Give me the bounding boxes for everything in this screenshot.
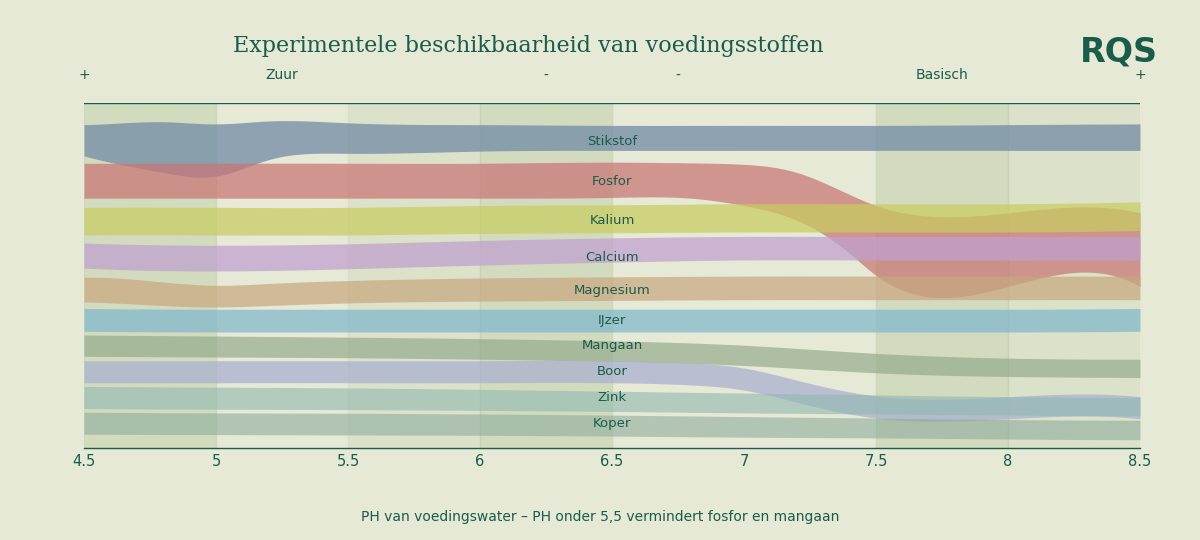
Text: +: + xyxy=(78,69,90,83)
Text: Fosfor: Fosfor xyxy=(592,175,632,188)
Text: Zuur: Zuur xyxy=(265,69,299,83)
Text: Mangaan: Mangaan xyxy=(581,340,643,353)
Bar xyxy=(348,103,480,448)
Text: Koper: Koper xyxy=(593,417,631,430)
Text: PH van voedingswater – PH onder 5,5 vermindert fosfor en mangaan: PH van voedingswater – PH onder 5,5 verm… xyxy=(361,510,839,524)
Text: Basisch: Basisch xyxy=(916,69,968,83)
Text: Boor: Boor xyxy=(596,365,628,378)
Text: Magnesium: Magnesium xyxy=(574,285,650,298)
Text: Zink: Zink xyxy=(598,391,626,404)
Text: IJzer: IJzer xyxy=(598,314,626,327)
Text: Kalium: Kalium xyxy=(589,214,635,227)
Text: -: - xyxy=(544,69,548,83)
Text: Experimentele beschikbaarheid van voedingsstoffen: Experimentele beschikbaarheid van voedin… xyxy=(233,35,823,57)
Bar xyxy=(480,103,612,448)
Text: -: - xyxy=(676,69,680,83)
Text: Stikstof: Stikstof xyxy=(587,134,637,148)
Bar xyxy=(1008,103,1140,448)
Text: +: + xyxy=(1134,69,1146,83)
Text: RQS: RQS xyxy=(1080,35,1158,68)
Bar xyxy=(84,103,216,448)
Bar xyxy=(876,103,1008,448)
Text: Calcium: Calcium xyxy=(586,251,638,264)
